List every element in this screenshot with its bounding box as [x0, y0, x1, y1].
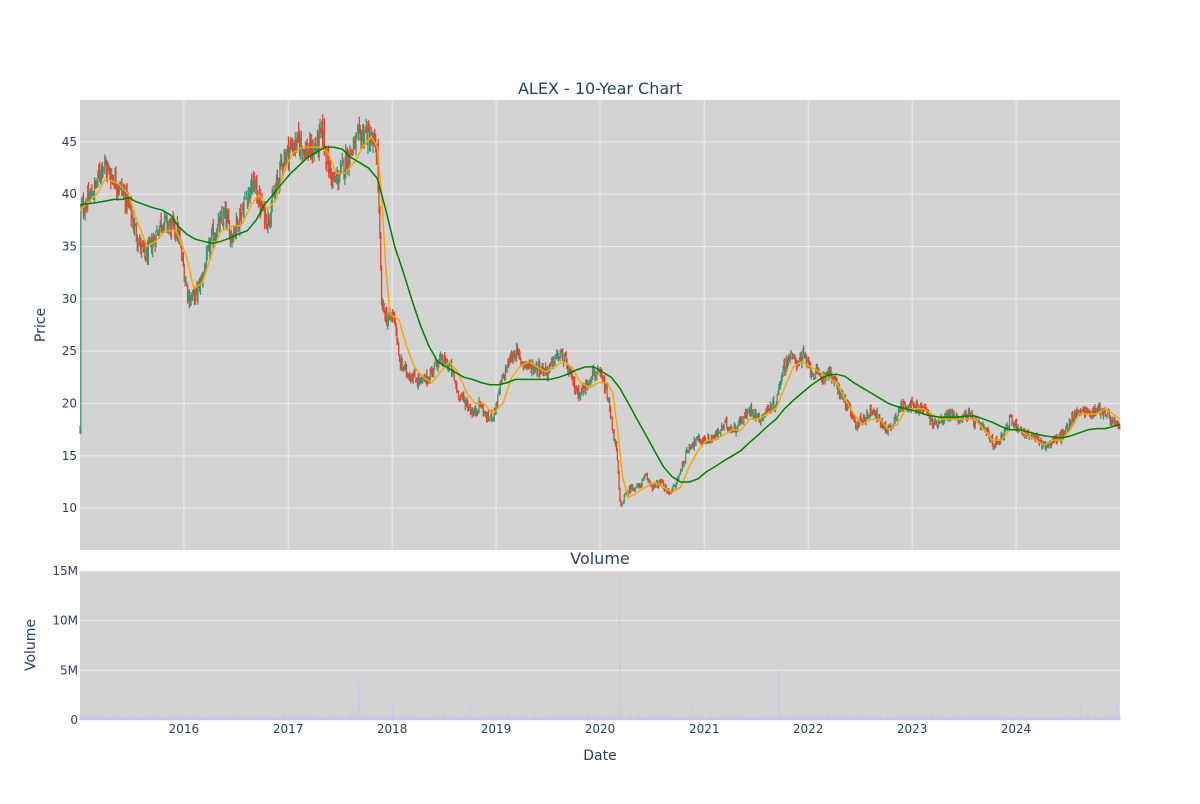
xtick-label: 2023 — [897, 722, 928, 736]
xtick-label: 2016 — [169, 722, 200, 736]
volume-y-axis-label: Volume — [23, 619, 39, 671]
price-y-axis-label: Price — [33, 308, 49, 342]
xtick-label: 2017 — [273, 722, 304, 736]
price-ytick-label: 35 — [62, 240, 77, 254]
volume-ytick-label: 15M — [52, 564, 78, 578]
xtick-label: 2020 — [585, 722, 616, 736]
x-axis-label: Date — [583, 748, 616, 764]
volume-chart-title: Volume — [570, 549, 630, 568]
xtick-label: 2018 — [377, 722, 408, 736]
short-moving-average-line — [79, 135, 1121, 499]
volume-ytick-label: 10M — [52, 614, 78, 628]
volume-bars — [79, 575, 1121, 720]
price-ytick-label: 40 — [62, 187, 77, 201]
volume-plot-area — [80, 571, 1120, 720]
xtick-label: 2024 — [1001, 722, 1032, 736]
price-ytick-label: 30 — [62, 292, 77, 306]
xtick-label: 2019 — [481, 722, 512, 736]
price-ytick-label: 20 — [62, 396, 77, 410]
price-ytick-label: 10 — [62, 501, 77, 515]
volume-ytick-label: 5M — [60, 663, 78, 677]
price-chart-title: ALEX - 10-Year Chart — [518, 79, 682, 98]
price-ytick-label: 45 — [62, 135, 77, 149]
xtick-label: 2022 — [793, 722, 824, 736]
price-ytick-label: 25 — [62, 344, 77, 358]
xtick-label: 2021 — [689, 722, 720, 736]
long-moving-average-line — [80, 146, 1121, 483]
volume-ytick-label: 0 — [70, 713, 78, 727]
price-ytick-label: 15 — [62, 449, 77, 463]
